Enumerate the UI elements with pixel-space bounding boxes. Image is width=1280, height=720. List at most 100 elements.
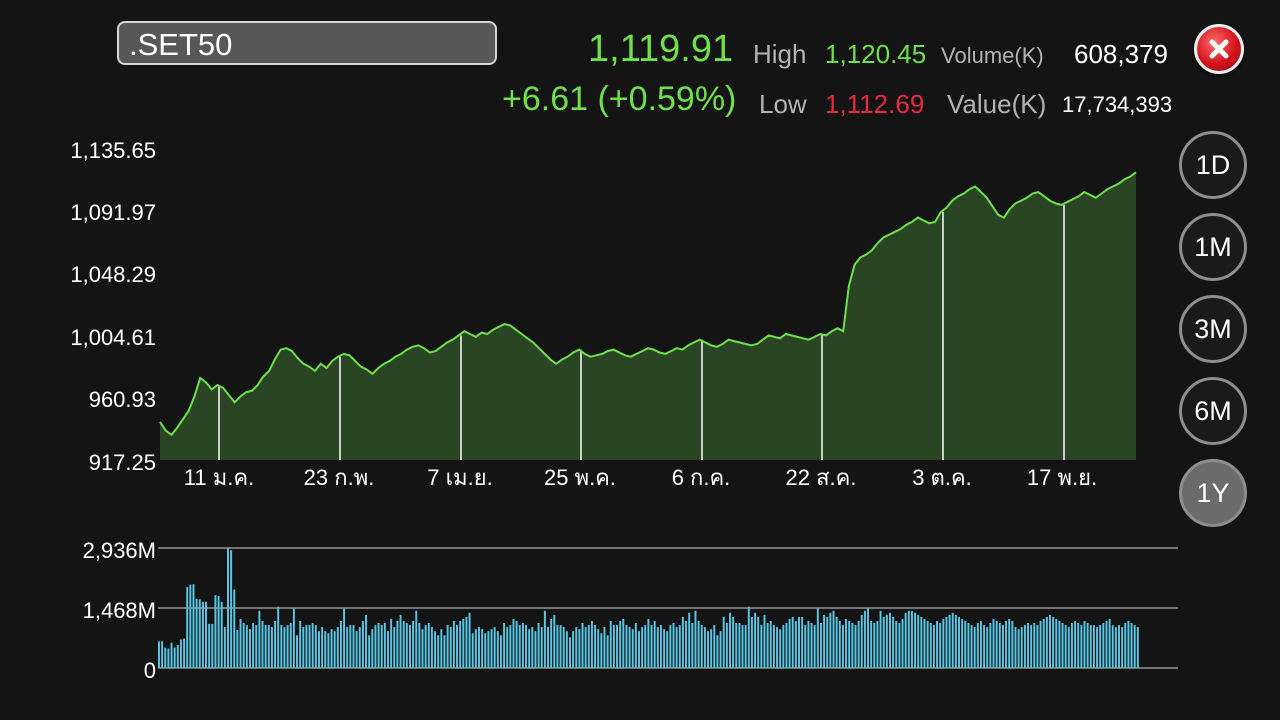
price-y-tick: 1,048.29 — [70, 262, 156, 287]
volume-bar — [845, 619, 848, 668]
volume-bar — [760, 625, 763, 668]
volume-bar — [176, 645, 179, 668]
range-1m-button[interactable]: 1M — [1179, 213, 1247, 281]
volume-bar — [970, 625, 973, 668]
range-1y-button[interactable]: 1Y — [1179, 459, 1247, 527]
volume-bar — [399, 614, 402, 668]
volume-bar — [895, 621, 898, 668]
high-value: 1,120.45 — [825, 39, 927, 69]
volume-bar — [1089, 625, 1092, 668]
volume-bar — [201, 601, 204, 668]
volume-bar — [782, 625, 785, 668]
volume-bar — [1017, 629, 1020, 668]
volume-bar — [584, 627, 587, 668]
volume-bar — [766, 623, 769, 668]
volume-bar — [986, 627, 989, 668]
volume-bar — [625, 625, 628, 668]
volume-bar — [158, 641, 160, 668]
volume-bar — [412, 621, 415, 668]
volume-bar — [336, 627, 339, 668]
volume-bar — [998, 623, 1001, 668]
volume-bar — [186, 587, 189, 668]
volume-bar — [205, 601, 208, 668]
price-x-tick: 25 พ.ค. — [543, 465, 617, 490]
volume-bar — [468, 612, 471, 668]
volume-bar — [1055, 619, 1058, 668]
volume-bar — [252, 623, 255, 668]
volume-bar — [192, 584, 195, 668]
volume-bar — [967, 623, 970, 668]
volume-bar — [851, 623, 854, 668]
volume-bar — [559, 625, 562, 668]
volume-bar — [1023, 625, 1026, 668]
volume-bar — [794, 621, 797, 668]
volume-bar — [600, 633, 603, 668]
volume-bar — [506, 627, 509, 668]
volume-bar — [785, 623, 788, 668]
volume-bar — [1130, 623, 1133, 668]
range-6m-button[interactable]: 6M — [1179, 377, 1247, 445]
volume-bar — [333, 631, 336, 668]
volume-bar — [612, 625, 615, 668]
volume-bar — [318, 631, 320, 668]
volume-bar — [1070, 623, 1073, 668]
volume-bar — [1052, 616, 1055, 668]
volume-bar — [1027, 623, 1029, 668]
volume-bar — [873, 623, 876, 668]
volume-bar — [286, 625, 289, 668]
volume-bar — [976, 623, 979, 668]
volume-bar — [703, 627, 706, 668]
volume-bar — [503, 623, 506, 668]
volume-bar — [518, 625, 521, 668]
volume-bar — [402, 621, 405, 668]
volume-bar — [634, 623, 637, 668]
volume-bar — [1105, 621, 1108, 668]
volume-bar — [434, 631, 437, 668]
volume-bar — [452, 621, 455, 668]
symbol-search-field[interactable]: .SET50 — [117, 21, 497, 65]
volume-bar — [841, 625, 844, 668]
volume-bar — [471, 633, 474, 668]
price-y-tick: 1,135.65 — [70, 138, 156, 163]
volume-bar — [713, 625, 716, 668]
volume-bar — [870, 621, 873, 668]
volume-bar — [1096, 627, 1099, 668]
volume-bar — [819, 623, 822, 668]
volume-bar — [710, 629, 713, 668]
volume-y-tick: 2,936M — [82, 538, 156, 563]
volume-bar — [302, 627, 305, 668]
volume-bar — [277, 606, 280, 668]
volume-bar — [296, 635, 298, 668]
price-y-tick: 960.93 — [88, 387, 156, 412]
volume-bar — [305, 625, 308, 668]
volume-bar — [421, 629, 424, 668]
volume-bar — [798, 616, 800, 668]
volume-bar — [681, 616, 684, 668]
volume-bar — [1124, 623, 1127, 668]
volume-bar — [1061, 623, 1064, 668]
volume-bar — [876, 621, 879, 668]
volume-bar — [415, 610, 418, 668]
volume-bar — [678, 625, 681, 668]
volume-bar — [405, 623, 408, 668]
volume-bar — [1108, 619, 1111, 668]
volume-bar — [227, 548, 229, 668]
price-line — [159, 171, 1137, 437]
volume-bar — [1011, 621, 1014, 668]
volume-bar — [1083, 621, 1086, 668]
close-button[interactable] — [1194, 24, 1244, 74]
volume-bar — [823, 614, 826, 668]
volume-bar — [339, 621, 342, 668]
close-icon — [1209, 39, 1229, 59]
range-1d-button[interactable]: 1D — [1179, 131, 1247, 199]
range-3m-button[interactable]: 3M — [1179, 295, 1247, 363]
volume-bar — [349, 625, 352, 668]
volume-bar — [393, 627, 396, 668]
price-x-tick: 17 พ.ย. — [1026, 465, 1098, 490]
price-change: +6.61 (+0.59%) — [502, 80, 737, 118]
volume-bar — [644, 625, 647, 668]
volume-bar — [437, 635, 440, 668]
volume-bar — [719, 631, 722, 668]
volume-bar — [810, 623, 813, 668]
